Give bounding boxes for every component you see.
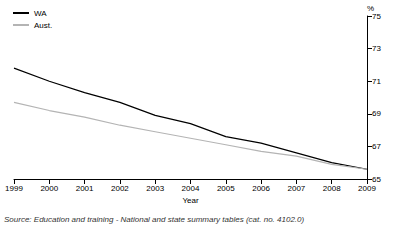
svg-text:71: 71 <box>372 77 381 86</box>
svg-text:2009: 2009 <box>358 184 376 193</box>
svg-text:2005: 2005 <box>217 184 235 193</box>
svg-text:65: 65 <box>372 175 381 184</box>
svg-text:2007: 2007 <box>288 184 306 193</box>
svg-text:Source: Education and training: Source: Education and training - Nationa… <box>4 215 305 224</box>
svg-text:Aust.: Aust. <box>34 21 52 30</box>
svg-text:WA: WA <box>34 9 47 18</box>
svg-text:2001: 2001 <box>76 184 94 193</box>
svg-text:2008: 2008 <box>323 184 341 193</box>
svg-text:1999: 1999 <box>5 184 23 193</box>
svg-text:69: 69 <box>372 109 381 118</box>
svg-text:2000: 2000 <box>40 184 58 193</box>
svg-text:2006: 2006 <box>252 184 270 193</box>
svg-text:2004: 2004 <box>182 184 200 193</box>
svg-text:75: 75 <box>372 12 381 21</box>
svg-text:Year: Year <box>182 196 199 205</box>
svg-text:67: 67 <box>372 142 381 151</box>
svg-text:2003: 2003 <box>146 184 164 193</box>
svg-text:2002: 2002 <box>111 184 129 193</box>
svg-text:73: 73 <box>372 44 381 53</box>
